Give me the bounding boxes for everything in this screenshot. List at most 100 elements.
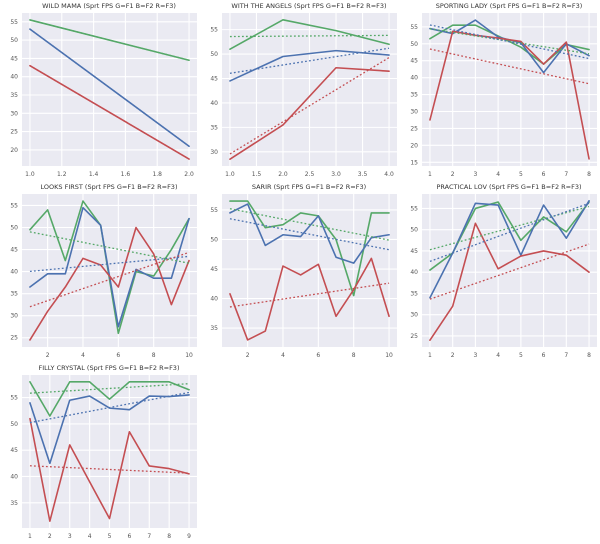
svg-text:1.0: 1.0 <box>225 171 235 178</box>
svg-text:2: 2 <box>451 171 455 178</box>
chart-title: LOOKS FIRST (Sprt FPS G=F1 B=F2 R=F3) <box>40 183 178 191</box>
svg-text:50: 50 <box>10 421 18 428</box>
svg-text:45: 45 <box>10 55 18 62</box>
svg-text:2.0: 2.0 <box>278 171 288 178</box>
svg-text:8: 8 <box>352 352 356 359</box>
svg-text:45: 45 <box>10 447 18 454</box>
svg-text:15: 15 <box>410 159 418 166</box>
svg-text:25: 25 <box>410 333 418 340</box>
svg-text:7: 7 <box>564 171 568 178</box>
svg-text:10: 10 <box>185 352 193 359</box>
svg-text:25: 25 <box>10 129 18 136</box>
chart-title: WILD MAMA (Sprt FPS G=F1 B=F2 R=F3) <box>42 2 176 10</box>
svg-text:35: 35 <box>10 92 18 99</box>
svg-text:10: 10 <box>385 352 393 359</box>
svg-text:1: 1 <box>28 533 32 540</box>
svg-text:8: 8 <box>167 533 171 540</box>
svg-text:2: 2 <box>46 352 50 359</box>
svg-text:20: 20 <box>10 147 18 154</box>
svg-text:4: 4 <box>496 352 500 359</box>
svg-text:8: 8 <box>587 352 591 359</box>
svg-text:55: 55 <box>10 202 18 209</box>
svg-text:30: 30 <box>10 313 18 320</box>
chart-cell-looks-first: 25 30 35 40 45 50 55 2 4 6 8 10 LOOKS FIRST (Sprt F… <box>0 181 200 362</box>
svg-text:55: 55 <box>10 395 18 402</box>
svg-text:50: 50 <box>410 227 418 234</box>
svg-text:8: 8 <box>152 352 156 359</box>
chart-canvas: 30 35 40 45 50 55 1.0 1.5 2.0 2.5 3.0 3.5 4.0 <box>210 13 397 178</box>
svg-text:35: 35 <box>210 325 218 332</box>
chart-plot-sarir: 35 40 45 50 55 2 4 6 8 10 <box>200 181 400 362</box>
chart-plot-filly-crystal: 35 40 45 50 55 1 2 3 4 5 6 7 8 9 <box>0 362 200 544</box>
svg-text:40: 40 <box>410 269 418 276</box>
svg-text:1.0: 1.0 <box>25 171 35 178</box>
svg-text:1.2: 1.2 <box>57 171 67 178</box>
chart-canvas: 25 30 35 40 45 50 55 2 4 6 8 10 <box>10 194 197 359</box>
svg-text:2: 2 <box>246 352 250 359</box>
svg-text:9: 9 <box>187 533 191 540</box>
svg-text:40: 40 <box>210 296 218 303</box>
svg-text:25: 25 <box>410 125 418 132</box>
svg-text:25: 25 <box>10 335 18 342</box>
svg-text:55: 55 <box>210 207 218 214</box>
svg-text:6: 6 <box>116 352 120 359</box>
svg-text:4: 4 <box>281 352 285 359</box>
svg-text:4: 4 <box>88 533 92 540</box>
svg-text:5: 5 <box>108 533 112 540</box>
chart-plot-sporting-lady: 15 20 25 30 35 40 45 50 55 1 2 3 4 5 6 7 8 <box>400 0 600 181</box>
chart-plot-practical-lov: 25 30 35 40 45 50 55 1 2 3 4 5 6 7 8 <box>400 181 600 362</box>
chart-plot-looks-first: 25 30 35 40 45 50 55 2 4 6 8 10 <box>0 181 200 362</box>
svg-text:30: 30 <box>410 312 418 319</box>
svg-text:50: 50 <box>410 41 418 48</box>
chart-cell-practical-lov: 25 30 35 40 45 50 55 1 2 3 4 5 6 7 8 PRACTICAL LOV (Sp… <box>400 181 600 362</box>
svg-text:35: 35 <box>210 124 218 131</box>
chart-title: SARIR (Sprt FPS G=F1 B=F2 R=F3) <box>251 183 367 191</box>
empty-cell <box>200 362 400 544</box>
svg-text:45: 45 <box>210 266 218 273</box>
svg-text:1.6: 1.6 <box>121 171 131 178</box>
svg-text:1.8: 1.8 <box>152 171 162 178</box>
chart-title: FILLY CRYSTAL (Sprt FPS G=F1 B=F2 R=F3) <box>38 364 180 372</box>
svg-text:35: 35 <box>410 290 418 297</box>
chart-title: SPORTING LADY (Sprt FPS G=F1 B=F2 R=F3) <box>435 2 583 10</box>
svg-text:6: 6 <box>316 352 320 359</box>
svg-text:3: 3 <box>473 171 477 178</box>
svg-text:50: 50 <box>210 51 218 58</box>
chart-cell-sporting-lady: 15 20 25 30 35 40 45 50 55 1 2 3 4 5 6 7 8 SPORTING LADY… <box>400 0 600 181</box>
chart-plot-wild-mama: 20 25 30 35 40 45 50 55 1.0 1.2 1.4 1.6 1.8 2.0 <box>0 0 200 181</box>
chart-cell-with-the-angels: 30 35 40 45 50 55 1.0 1.5 2.0 2.5 3.0 3.5 4.0 WITH T… <box>200 0 400 181</box>
svg-text:35: 35 <box>10 500 18 507</box>
svg-text:7: 7 <box>147 533 151 540</box>
svg-text:55: 55 <box>410 24 418 31</box>
svg-text:1: 1 <box>428 171 432 178</box>
svg-text:30: 30 <box>210 149 218 156</box>
svg-text:50: 50 <box>10 225 18 232</box>
chart-title: WITH THE ANGELS (Sprt FPS G=F1 B=F2 R=F3… <box>231 2 387 10</box>
svg-text:7: 7 <box>564 352 568 359</box>
svg-text:40: 40 <box>10 74 18 81</box>
chart-plot-with-the-angels: 30 35 40 45 50 55 1.0 1.5 2.0 2.5 3.0 3.5 4.0 <box>200 0 400 181</box>
svg-text:40: 40 <box>410 75 418 82</box>
svg-text:8: 8 <box>587 171 591 178</box>
svg-text:6: 6 <box>542 171 546 178</box>
svg-text:30: 30 <box>10 110 18 117</box>
svg-text:5: 5 <box>519 352 523 359</box>
svg-text:6: 6 <box>542 352 546 359</box>
svg-text:1: 1 <box>428 352 432 359</box>
svg-text:50: 50 <box>210 236 218 243</box>
svg-text:45: 45 <box>410 248 418 255</box>
svg-text:40: 40 <box>10 269 18 276</box>
svg-text:4.0: 4.0 <box>384 171 394 178</box>
svg-text:3.0: 3.0 <box>331 171 341 178</box>
svg-text:55: 55 <box>210 27 218 34</box>
chart-canvas: 20 25 30 35 40 45 50 55 1.0 1.2 1.4 1.6 1.8 2.0 <box>10 13 197 178</box>
chart-cell-filly-crystal: 35 40 45 50 55 1 2 3 4 5 6 7 8 9 FILLY CRYSTAL (Sprt … <box>0 362 200 544</box>
svg-text:2.0: 2.0 <box>184 171 194 178</box>
svg-text:3: 3 <box>68 533 72 540</box>
chart-title: PRACTICAL LOV (Sprt FPS G=F1 B=F2 R=F3) <box>436 183 582 191</box>
svg-text:6: 6 <box>127 533 131 540</box>
svg-text:40: 40 <box>210 100 218 107</box>
